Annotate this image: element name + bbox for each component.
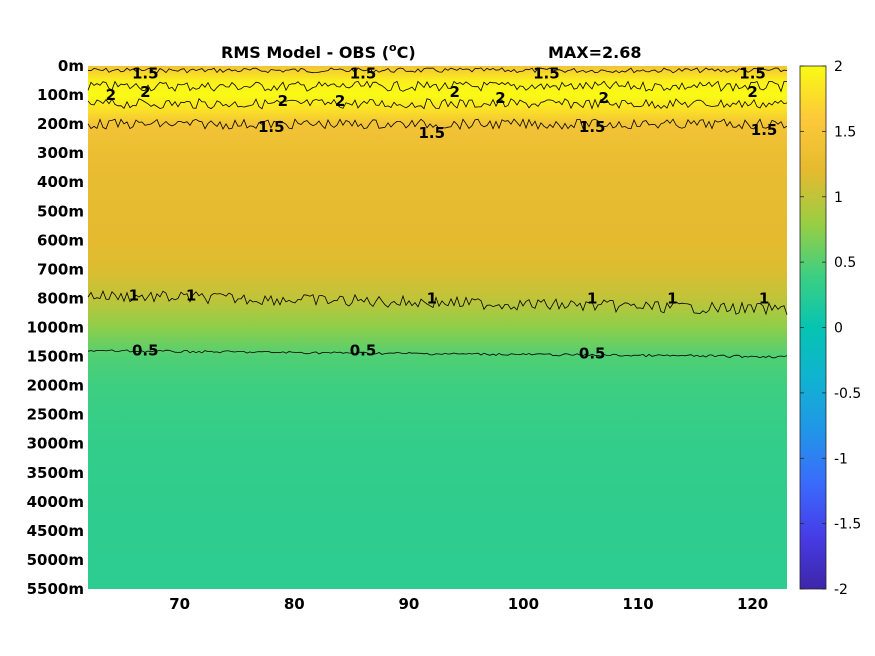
contour-label: 1.5 [533, 64, 560, 82]
contour-label: 1 [129, 287, 139, 305]
contour-line [87, 80, 788, 93]
y-tick-label: 5000m [27, 551, 84, 569]
contour-label: 0.5 [132, 342, 159, 360]
contour-label: 2 [278, 92, 288, 110]
y-tick-label: 200m [37, 115, 84, 133]
y-tick-label: 400m [37, 173, 84, 191]
colorbar-tick-label: 1.5 [834, 124, 856, 140]
contour-line [87, 289, 788, 316]
contour-line [87, 67, 788, 74]
colorbar-tick-label: -0.5 [834, 386, 861, 402]
x-tick-label: 80 [284, 595, 305, 613]
contour-label: 2 [449, 83, 459, 101]
contour-line [87, 98, 788, 110]
contour-label: 2 [140, 83, 150, 101]
colorbar-ticks: 2 1.5 1 0.5 0 -0.5 -1 -1.5 -2 [800, 59, 861, 598]
y-tick-label: 5500m [27, 580, 84, 598]
chart-title: RMS Model - OBS (oC) [221, 41, 416, 62]
contour-line [87, 349, 788, 359]
y-tick-label: 2500m [27, 406, 84, 424]
contour-label: 0.5 [350, 342, 377, 360]
contour-label: 1 [587, 289, 597, 307]
contour-label: 1.5 [132, 64, 159, 82]
colorbar-tick-label: 0 [834, 321, 843, 337]
title-group: RMS Model - OBS (oC) MAX=2.68 [221, 41, 642, 62]
x-tick-label: 100 [508, 595, 539, 613]
y-tick-label: 300m [37, 144, 84, 162]
y-tick-label: 4000m [27, 493, 84, 511]
y-tick-label: 3500m [27, 464, 84, 482]
contour-label: 1 [667, 289, 677, 307]
y-tick-label: 0m [58, 57, 84, 75]
x-axis-ticks: 70 80 90 100 110 120 [169, 595, 768, 613]
contour-lines [87, 67, 788, 359]
y-tick-label: 600m [37, 231, 84, 249]
y-tick-label: 500m [37, 202, 84, 220]
contour-label: 1.5 [350, 64, 377, 82]
contour-label: 1 [759, 289, 769, 307]
y-tick-label: 1000m [27, 319, 84, 337]
contour-label: 1 [427, 289, 437, 307]
colorbar-tick-label: -1 [834, 451, 848, 467]
contour-label: 1.5 [579, 118, 606, 136]
contour-label: 1 [186, 287, 196, 305]
contour-label: 2 [747, 83, 757, 101]
x-tick-label: 70 [169, 595, 190, 613]
y-tick-label: 3000m [27, 435, 84, 453]
contour-labels: 1.5 1.5 1.5 1.52 2 2 2 2 2 2 21.5 1.5 1.5 1.51 1 1 1 1 10.… [106, 64, 778, 362]
colorbar-tick-label: -2 [834, 582, 848, 598]
contour-label: 1.5 [419, 124, 446, 142]
colorbar [799, 65, 827, 590]
contour-label: 1.5 [258, 118, 285, 136]
x-tick-label: 120 [737, 595, 768, 613]
y-tick-label: 100m [37, 86, 84, 104]
x-tick-label: 90 [398, 595, 419, 613]
contour-label: 2 [495, 89, 505, 107]
max-label: MAX=2.68 [548, 43, 642, 62]
x-tick-label: 110 [622, 595, 653, 613]
contour-label: 2 [106, 86, 116, 104]
contour-line [87, 118, 788, 130]
y-axis-ticks: 0m 100m 200m 300m 400m 500m 600m 700m 800m 1000m 1… [27, 57, 84, 598]
y-tick-label: 2000m [27, 377, 84, 395]
contour-label: 2 [335, 92, 345, 110]
contour-label: 1.5 [739, 64, 766, 82]
y-tick-label: 1500m [27, 348, 84, 366]
contour-label: 0.5 [579, 345, 606, 363]
heatmap-field [88, 66, 787, 589]
y-tick-label: 700m [37, 260, 84, 278]
colorbar-tick-label: 1 [834, 190, 843, 206]
colorbar-tick-label: 0.5 [834, 255, 856, 271]
contour-label: 2 [598, 89, 608, 107]
y-tick-label: 800m [37, 289, 84, 307]
contour-label: 1.5 [751, 121, 778, 139]
colorbar-tick-label: -1.5 [834, 517, 861, 533]
colorbar-tick-label: 2 [834, 59, 843, 75]
y-tick-label: 4500m [27, 522, 84, 540]
